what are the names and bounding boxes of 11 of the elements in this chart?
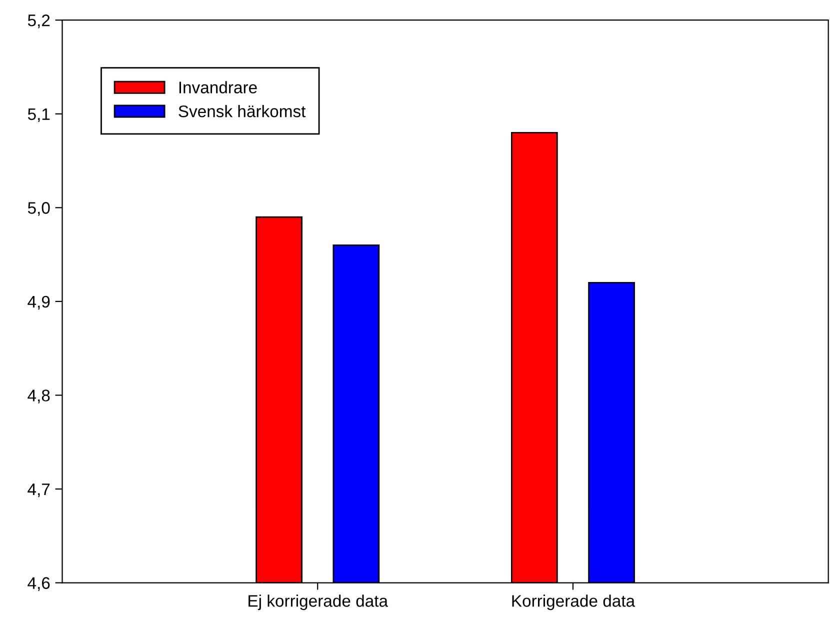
y-tick-label: 5,2 (28, 14, 50, 28)
y-tick-label: 4,9 (28, 296, 50, 310)
legend-label: Invandrare (179, 81, 257, 94)
x-tick-label: Ej korrigerade data (248, 594, 388, 610)
y-tick-label: 4,6 (28, 577, 50, 591)
legend-label: Svensk härkomst (178, 105, 306, 118)
y-tick-label: 4,8 (28, 390, 50, 404)
y-tick-label: 4,7 (28, 484, 50, 498)
y-tick-label: 5,0 (28, 202, 50, 216)
x-tick-label: Korrigerade data (512, 594, 636, 610)
y-tick-label: 5,1 (28, 108, 50, 122)
